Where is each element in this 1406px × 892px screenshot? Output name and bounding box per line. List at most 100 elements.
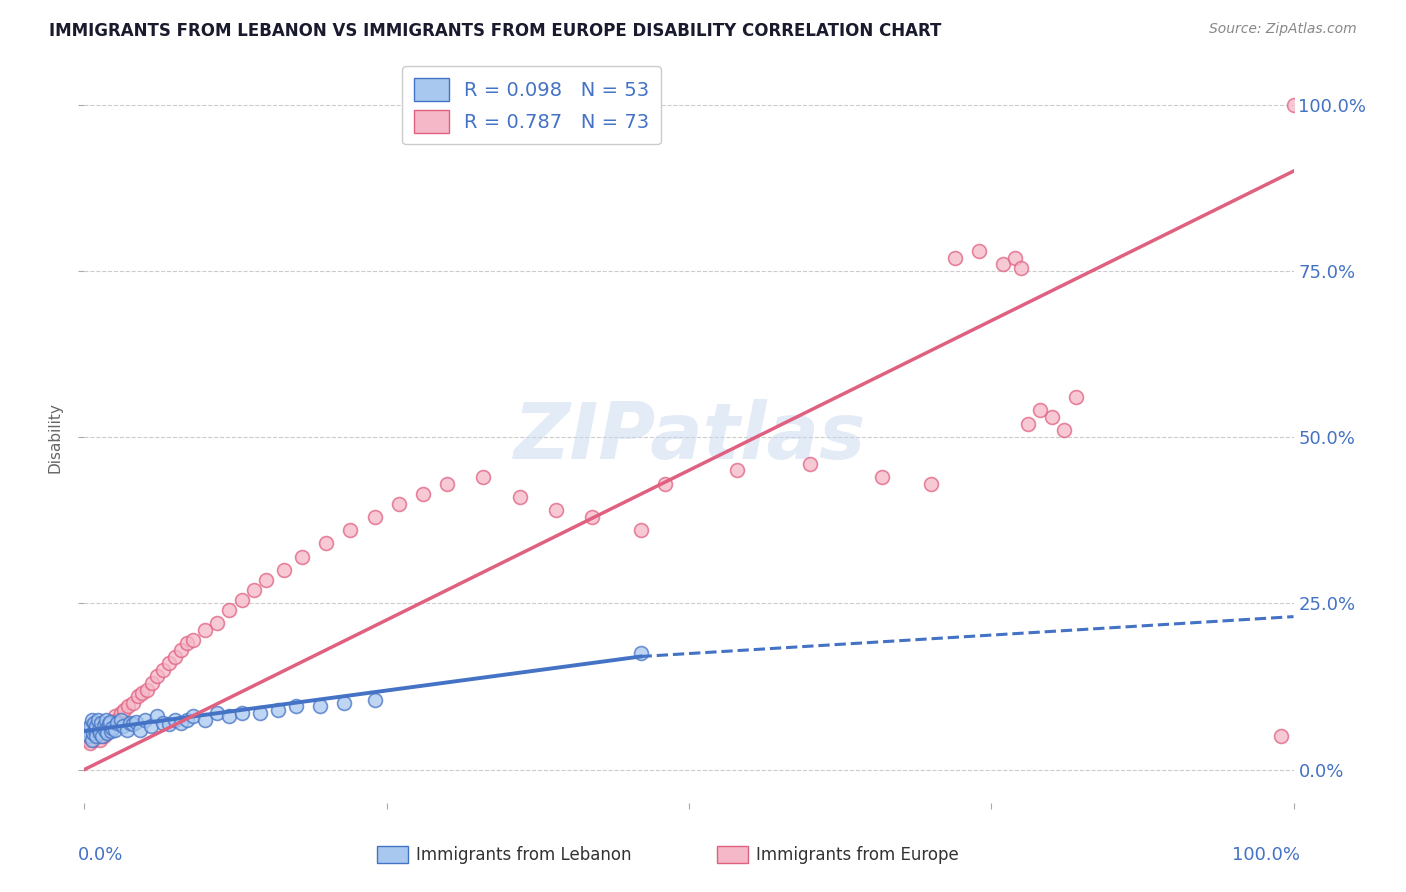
- Point: [181, 632, 204, 647]
- Text: IMMIGRANTS FROM LEBANON VS IMMIGRANTS FROM EUROPE DISABILITY CORRELATION CHART: IMMIGRANTS FROM LEBANON VS IMMIGRANTS FR…: [49, 22, 942, 40]
- Point: [93, 719, 115, 733]
- Point: [231, 593, 253, 607]
- Point: [112, 703, 135, 717]
- Point: [284, 699, 308, 714]
- Point: [1017, 417, 1039, 431]
- Point: [79, 719, 101, 733]
- Point: [725, 463, 748, 477]
- Point: [91, 723, 114, 737]
- Point: [96, 723, 118, 737]
- Point: [121, 696, 143, 710]
- Point: [121, 717, 143, 731]
- Point: [83, 716, 105, 731]
- Point: [96, 726, 118, 740]
- Point: [82, 726, 104, 740]
- Point: [231, 706, 253, 720]
- Point: [1270, 729, 1292, 743]
- Point: [1028, 403, 1050, 417]
- Point: [127, 690, 149, 704]
- Point: [581, 509, 603, 524]
- Point: [872, 470, 894, 484]
- Point: [87, 723, 110, 737]
- Point: [87, 719, 110, 733]
- Point: [136, 682, 159, 697]
- Point: [194, 713, 217, 727]
- Point: [117, 699, 139, 714]
- Point: [86, 719, 108, 733]
- Point: [134, 713, 156, 727]
- Point: [80, 732, 103, 747]
- Point: [84, 723, 107, 737]
- Point: [630, 523, 652, 537]
- Point: [1064, 390, 1087, 404]
- Point: [799, 457, 821, 471]
- Point: [194, 623, 217, 637]
- Point: [80, 713, 103, 727]
- Point: [86, 729, 108, 743]
- Point: [1053, 424, 1076, 438]
- Point: [146, 709, 169, 723]
- Point: [80, 726, 103, 740]
- Point: [115, 723, 138, 737]
- Point: [218, 709, 240, 723]
- Point: [105, 716, 128, 731]
- Point: [90, 716, 112, 731]
- Point: [110, 713, 132, 727]
- Point: [993, 257, 1015, 271]
- Point: [101, 721, 124, 735]
- Point: [77, 723, 100, 737]
- Y-axis label: Disability: Disability: [48, 401, 63, 473]
- Point: [131, 686, 153, 700]
- Point: [77, 723, 100, 737]
- Point: [242, 582, 264, 597]
- Text: ZIPatlas: ZIPatlas: [513, 399, 865, 475]
- Point: [89, 732, 111, 747]
- Point: [654, 476, 676, 491]
- Point: [363, 692, 385, 706]
- Point: [104, 709, 127, 723]
- Point: [170, 716, 193, 731]
- Point: [333, 696, 356, 710]
- Point: [90, 726, 112, 740]
- Point: [544, 503, 567, 517]
- Point: [165, 649, 187, 664]
- Point: [157, 717, 180, 731]
- Point: [1004, 251, 1026, 265]
- Point: [176, 713, 198, 727]
- Point: [273, 563, 295, 577]
- Point: [630, 646, 652, 660]
- Point: [100, 723, 122, 738]
- Point: [436, 476, 458, 491]
- Point: [267, 703, 290, 717]
- Point: [309, 699, 332, 714]
- Point: [76, 729, 98, 743]
- Point: [207, 706, 229, 720]
- Point: [207, 616, 229, 631]
- Point: [181, 709, 204, 723]
- Point: [176, 636, 198, 650]
- Point: [97, 716, 120, 731]
- Point: [967, 244, 990, 258]
- Point: [91, 729, 114, 743]
- Point: [89, 726, 111, 740]
- Point: [157, 656, 180, 670]
- Text: 0.0%: 0.0%: [79, 846, 124, 864]
- Point: [170, 643, 193, 657]
- Point: [110, 706, 132, 720]
- Text: Source: ZipAtlas.com: Source: ZipAtlas.com: [1209, 22, 1357, 37]
- Point: [77, 732, 100, 747]
- Point: [125, 714, 148, 729]
- Text: Immigrants from Lebanon: Immigrants from Lebanon: [416, 846, 631, 863]
- Point: [920, 476, 942, 491]
- Point: [93, 729, 115, 743]
- Point: [1282, 97, 1305, 112]
- Point: [146, 669, 169, 683]
- Point: [112, 719, 135, 733]
- Legend: R = 0.098   N = 53, R = 0.787   N = 73: R = 0.098 N = 53, R = 0.787 N = 73: [402, 66, 661, 145]
- Point: [315, 536, 337, 550]
- Point: [165, 713, 187, 727]
- Point: [1040, 410, 1063, 425]
- Point: [509, 490, 531, 504]
- Point: [94, 723, 117, 737]
- Point: [94, 719, 117, 733]
